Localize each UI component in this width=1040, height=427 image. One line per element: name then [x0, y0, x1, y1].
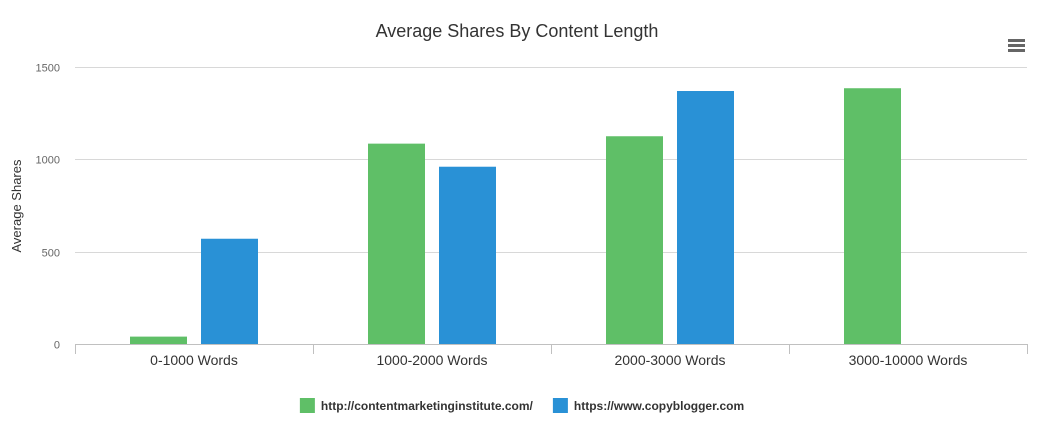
chart-title: Average Shares By Content Length — [376, 21, 659, 41]
y-tick-label: 500 — [42, 248, 60, 260]
legend-label: http://contentmarketinginstitute.com/ — [321, 399, 534, 413]
legend-swatch — [552, 398, 568, 413]
bar[interactable] — [368, 143, 425, 344]
x-axis-ticks: 0-1000 Words 1000-2000 Words 2000-3000 Wor… — [150, 352, 967, 368]
x-tick-label: 1000-2000 Words — [376, 352, 487, 368]
y-axis-ticks: 0 500 1000 1500 — [36, 63, 60, 352]
y-tick-label: 1000 — [36, 155, 60, 167]
y-tick-label: 0 — [54, 340, 60, 352]
legend-swatch — [299, 398, 315, 413]
y-tick-label: 1500 — [36, 63, 60, 75]
bar[interactable] — [677, 91, 734, 344]
bar[interactable] — [844, 88, 901, 344]
x-tick-label: 3000-10000 Words — [849, 352, 968, 368]
x-axis — [75, 344, 1028, 354]
bar[interactable] — [201, 238, 258, 344]
legend-item[interactable]: http://contentmarketinginstitute.com/ — [299, 398, 534, 413]
legend[interactable]: http://contentmarketinginstitute.com/htt… — [299, 398, 744, 413]
legend-item[interactable]: https://www.copyblogger.com — [552, 398, 744, 413]
hamburger-menu-icon — [1008, 39, 1025, 52]
legend-label: https://www.copyblogger.com — [574, 399, 744, 413]
chart-menu-button[interactable] — [1004, 34, 1028, 56]
bar[interactable] — [606, 136, 663, 344]
bar[interactable] — [130, 336, 187, 344]
bars — [130, 88, 901, 344]
bar[interactable] — [439, 166, 496, 344]
x-tick-label: 2000-3000 Words — [614, 352, 725, 368]
x-tick-label: 0-1000 Words — [150, 352, 238, 368]
y-axis-label: Average Shares — [9, 159, 24, 252]
